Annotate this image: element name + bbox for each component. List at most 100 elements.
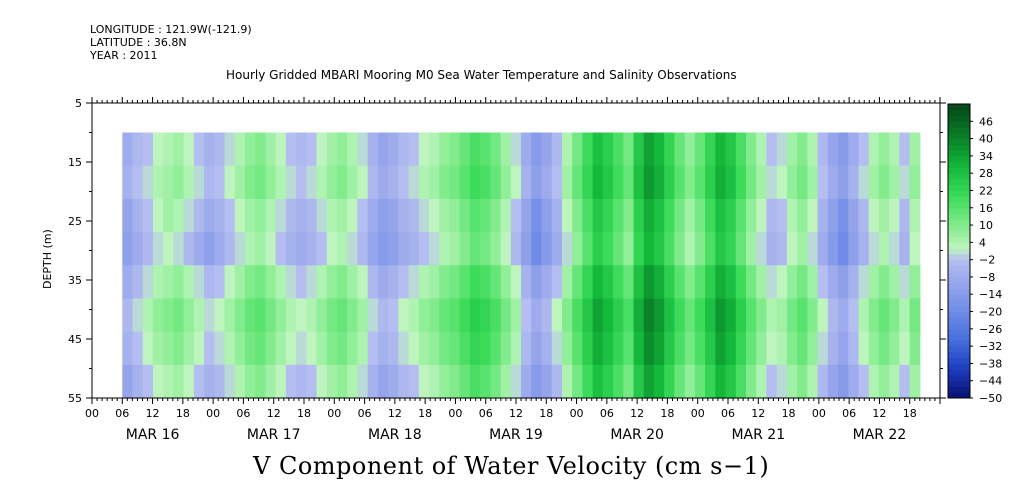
heatmap-cell: [889, 165, 900, 200]
colorbar-swatch: [948, 369, 970, 376]
heatmap-cell: [807, 132, 819, 167]
x-hour-label: 00: [570, 407, 584, 420]
heatmap-cell: [541, 165, 553, 200]
heatmap-cell: [510, 198, 522, 233]
colorbar-swatch: [948, 323, 970, 330]
heatmap-cell: [142, 232, 154, 266]
heatmap-cell: [224, 298, 236, 333]
colorbar-swatch: [948, 230, 970, 238]
heatmap-cell: [480, 165, 491, 200]
colorbar-label: −14: [979, 288, 1002, 301]
x-hour-label: 00: [448, 407, 462, 420]
heatmap-cell: [817, 232, 829, 266]
heatmap-cell: [878, 132, 890, 167]
y-tick-label: 5: [75, 97, 82, 110]
latitude-label: LATITUDE : 36.8N: [90, 36, 187, 49]
heatmap-cell: [163, 198, 174, 233]
heatmap-cell: [827, 331, 839, 366]
heatmap-cell: [408, 298, 420, 333]
heatmap-cell: [204, 198, 215, 233]
heatmap-cell: [561, 331, 573, 366]
heatmap-cell: [827, 165, 839, 200]
heatmap-cell: [858, 331, 870, 366]
heatmap-cell: [664, 165, 676, 200]
heatmap-cell: [684, 198, 696, 233]
colorbar-swatch: [948, 121, 970, 128]
heatmap-cell: [776, 232, 788, 266]
heatmap-cell: [469, 364, 481, 399]
heatmap-cell: [807, 198, 819, 233]
heatmap-cell: [766, 232, 778, 266]
heatmap-cell: [909, 331, 921, 366]
heatmap-cell: [643, 198, 655, 233]
heatmap-cell: [306, 364, 318, 399]
heatmap-cell: [623, 265, 635, 300]
heatmap-cell: [868, 265, 880, 300]
heatmap-cell: [142, 331, 154, 366]
colorbar-swatch: [948, 357, 970, 364]
heatmap-cell: [766, 165, 778, 200]
heatmap-cell: [613, 132, 624, 167]
heatmap-cell: [337, 232, 348, 266]
heatmap-cell: [316, 198, 328, 233]
heatmap-cell: [388, 331, 399, 366]
y-tick-label: 15: [68, 156, 82, 169]
colorbar-swatch: [948, 213, 970, 220]
heatmap-cell: [214, 165, 226, 200]
heatmap-cell: [531, 132, 543, 167]
heatmap-cell: [664, 298, 676, 333]
heatmap-cell: [490, 298, 502, 333]
heatmap-cell: [285, 132, 297, 167]
heatmap-cell: [398, 265, 410, 300]
x-hour-label: 06: [842, 407, 856, 420]
heatmap-cell: [899, 364, 911, 399]
heatmap-cell: [521, 165, 532, 200]
heatmap-cell: [439, 331, 451, 366]
x-hour-label: 12: [267, 407, 281, 420]
heatmap-cell: [868, 132, 880, 167]
heatmap-cell: [388, 364, 399, 399]
heatmap-cell: [878, 265, 890, 300]
heatmap-cell: [326, 232, 338, 266]
heatmap-cell: [838, 331, 849, 366]
heatmap-cell: [469, 132, 481, 167]
heatmap-cell: [899, 298, 911, 333]
heatmap-cell: [500, 165, 512, 200]
heatmap-cell: [316, 232, 328, 266]
heatmap-cell: [398, 198, 410, 233]
heatmap-cell: [142, 364, 154, 399]
heatmap-cell: [193, 364, 205, 399]
heatmap-cell: [244, 364, 256, 399]
heatmap-cell: [183, 165, 195, 200]
heatmap-cell: [459, 232, 471, 266]
heatmap-cell: [142, 198, 154, 233]
heatmap-cell: [469, 232, 481, 266]
heatmap-cell: [838, 232, 849, 266]
colorbar-label: 16: [979, 202, 993, 215]
heatmap-cell: [561, 298, 573, 333]
heatmap-cell: [878, 198, 890, 233]
heatmap-cell: [480, 331, 491, 366]
heatmap-cell: [592, 331, 604, 366]
heatmap-cell: [142, 132, 154, 167]
heatmap-cell: [756, 165, 768, 200]
heatmap-cell: [408, 165, 420, 200]
heatmap-cell: [142, 265, 154, 300]
heatmap-cell: [244, 331, 256, 366]
colorbar-swatch: [948, 328, 970, 336]
heatmap-cell: [306, 298, 318, 333]
colorbar-swatch: [948, 207, 970, 215]
colorbar-swatch: [948, 259, 970, 266]
heatmap-cell: [582, 232, 594, 266]
heatmap-cell: [643, 364, 655, 399]
heatmap-cell: [469, 198, 481, 233]
colorbar-swatch: [948, 351, 970, 359]
heatmap-cell: [674, 132, 686, 167]
heatmap-cell: [817, 265, 829, 300]
heatmap-cell: [316, 165, 328, 200]
heatmap-cell: [909, 165, 921, 200]
heatmap-cell: [204, 364, 215, 399]
heatmap-cell: [510, 232, 522, 266]
heatmap-cell: [316, 265, 328, 300]
heatmap-cell: [347, 364, 359, 399]
